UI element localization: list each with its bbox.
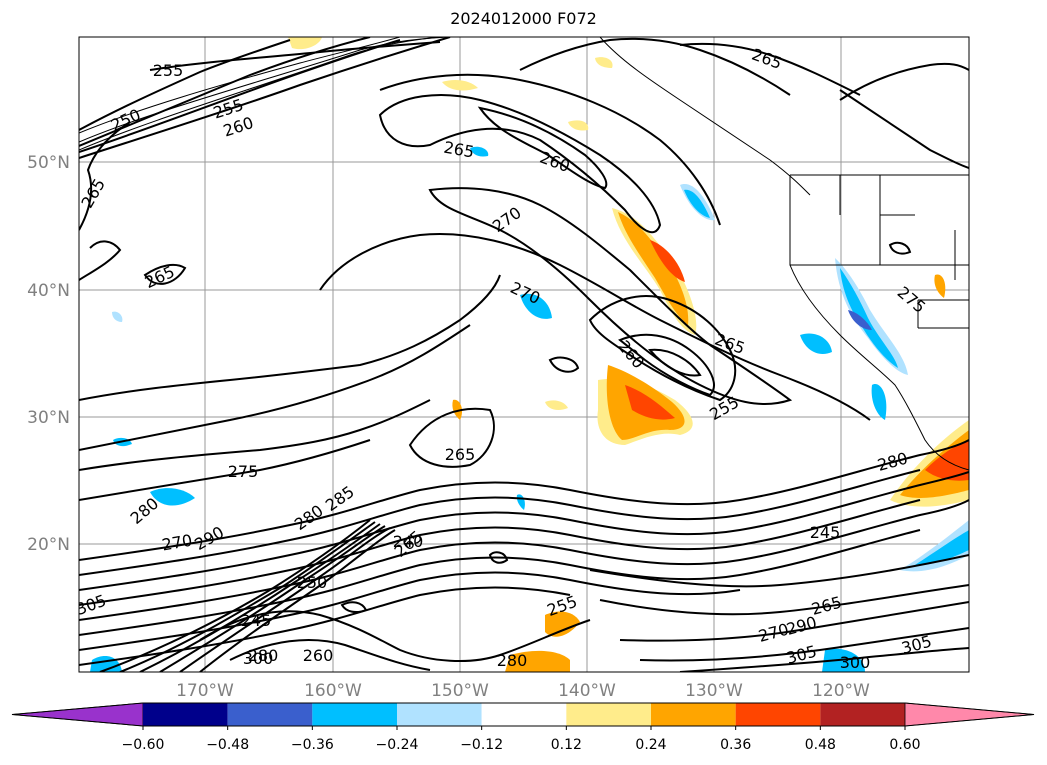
colorbar-tick-label: −0.24	[376, 737, 419, 753]
colorbar-segment	[735, 703, 821, 726]
colorbar: −0.60 −0.48 −0.36 −0.24 −0.12 0.12 0.24 0.36 0.4…	[11, 702, 1035, 753]
positive-anomaly-area	[545, 611, 580, 637]
positive-anomaly-area	[618, 212, 689, 325]
colorbar-segment	[820, 703, 905, 726]
colorbar-segment	[143, 703, 228, 726]
contours	[79, 37, 969, 672]
positive-anomaly-area	[650, 240, 685, 282]
lon-label: 120°W	[812, 681, 870, 701]
colorbar-segment	[481, 703, 567, 726]
lon-label: 170°W	[176, 681, 234, 701]
negative-anomaly-area	[520, 293, 552, 319]
colorbar-ticks: −0.60 −0.48 −0.36 −0.24 −0.12 0.12 0.24 0.36 0.4…	[122, 726, 921, 753]
colorbar-segment	[651, 703, 736, 726]
lat-label: 40°N	[27, 281, 70, 301]
lon-label: 130°W	[685, 681, 743, 701]
colorbar-segment	[227, 703, 313, 726]
contour-label: 300	[243, 649, 274, 668]
colorbar-tick-label: −0.48	[206, 737, 249, 753]
lon-label: 140°W	[558, 681, 616, 701]
positive-anomaly-area	[442, 80, 478, 91]
negative-anomaly-area	[800, 333, 832, 355]
colorbar-extend-max	[904, 702, 1035, 727]
contour-label: 300	[840, 653, 871, 672]
plot-border	[78, 36, 970, 673]
negative-anomaly-area	[150, 488, 195, 506]
positive-anomaly-area	[925, 440, 969, 481]
lat-label: 50°N	[27, 153, 70, 173]
contour-label: 280	[248, 646, 279, 665]
colorbar-segment	[566, 703, 651, 726]
contour-label: 275	[228, 462, 259, 481]
colorbar-segment	[397, 703, 482, 726]
negative-anomaly-area	[112, 311, 123, 322]
negative-anomaly-area	[915, 530, 969, 566]
colorbar-tick-label: 0.24	[635, 737, 666, 753]
colorbar-tick-label: 0.36	[720, 737, 751, 753]
negative-anomaly-area	[835, 258, 908, 375]
negative-anomaly-area	[684, 189, 710, 218]
contour-label: 255	[153, 61, 184, 80]
positive-anomaly-area	[505, 650, 570, 672]
plot-area	[79, 37, 969, 672]
contour-label: 245	[241, 611, 272, 630]
contour-label: 240	[393, 532, 424, 551]
positive-anomaly-area	[288, 37, 322, 50]
lat-axis: 20°N 30°N 40°N 50°N	[27, 153, 70, 555]
positive-anomaly-area	[934, 274, 946, 298]
negative-anomaly-area	[470, 146, 489, 157]
contour-label: 260	[303, 646, 334, 665]
contour-label: 250	[297, 573, 328, 592]
colorbar-tick-label: −0.12	[460, 737, 503, 753]
colorbar-tick-label: −0.36	[291, 737, 334, 753]
contour-label: 280	[497, 651, 528, 670]
lon-axis: 170°W 160°W 150°W 140°W 130°W 120°W	[176, 681, 870, 701]
colorbar-tick-label: −0.60	[122, 737, 165, 753]
lon-label: 160°W	[304, 681, 362, 701]
negative-anomaly-area	[840, 268, 898, 368]
positive-anomaly-area	[568, 120, 589, 131]
lon-label: 150°W	[431, 681, 489, 701]
positive-anomaly-area	[595, 57, 613, 68]
colorbar-segment	[312, 703, 397, 726]
contour-label: 265	[445, 445, 476, 464]
colorbar-extend-min	[11, 702, 144, 727]
negative-anomaly-area	[871, 384, 887, 420]
negative-anomaly-area	[848, 310, 872, 330]
map-title: 2024012000 F072	[450, 9, 597, 28]
contour-label: 245	[810, 523, 841, 542]
colorbar-tick-label: 0.60	[889, 737, 920, 753]
colorbar-tick-label: 0.12	[551, 737, 582, 753]
shaded-field	[90, 37, 969, 672]
positive-anomaly-area	[545, 400, 568, 410]
colorbar-tick-label: 0.48	[805, 737, 836, 753]
lat-label: 30°N	[27, 408, 70, 428]
colorbar-segments	[11, 702, 1035, 727]
lat-label: 20°N	[27, 535, 70, 555]
positive-anomaly-area	[625, 385, 675, 420]
